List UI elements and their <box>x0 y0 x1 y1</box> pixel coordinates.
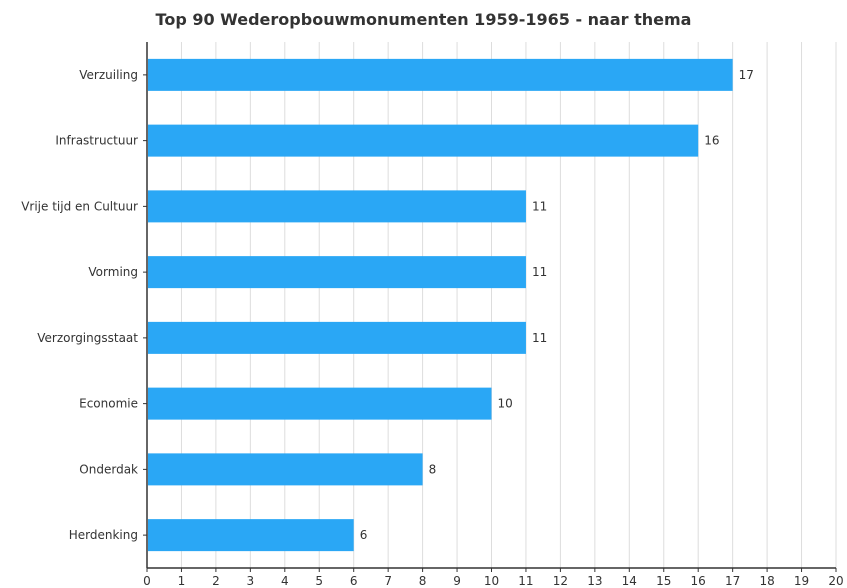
bar <box>148 58 733 91</box>
data-label: 10 <box>498 397 513 411</box>
data-label: 11 <box>532 331 547 345</box>
data-label: 6 <box>360 528 368 542</box>
y-tick-label: Verzorgingsstaat <box>37 331 138 345</box>
data-label: 11 <box>532 199 547 213</box>
x-tick-label: 18 <box>759 574 774 588</box>
bar <box>148 190 526 223</box>
x-tick-label: 9 <box>453 574 461 588</box>
y-tick-label: Vrije tijd en Cultuur <box>21 199 138 213</box>
x-tick-label: 6 <box>350 574 358 588</box>
x-tick-label: 3 <box>247 574 255 588</box>
x-tick-label: 20 <box>828 574 843 588</box>
x-tick-label: 5 <box>315 574 323 588</box>
x-tick-label: 11 <box>518 574 533 588</box>
x-tick-label: 10 <box>484 574 499 588</box>
bar <box>148 124 699 157</box>
bar <box>148 321 526 354</box>
x-tick-label: 12 <box>553 574 568 588</box>
y-tick-label: Onderdak <box>79 462 138 476</box>
y-tick-label: Verzuiling <box>79 68 138 82</box>
x-tick-label: 2 <box>212 574 220 588</box>
x-tick-label: 1 <box>178 574 186 588</box>
x-tick-label: 0 <box>143 574 151 588</box>
x-tick-label: 15 <box>656 574 671 588</box>
data-label: 11 <box>532 265 547 279</box>
x-tick-label: 13 <box>587 574 602 588</box>
x-tick-label: 8 <box>419 574 427 588</box>
data-label: 16 <box>704 134 719 148</box>
y-tick-label: Economie <box>79 397 138 411</box>
chart-title: Top 90 Wederopbouwmonumenten 1959-1965 -… <box>155 10 692 29</box>
bar <box>148 256 526 289</box>
bar <box>148 519 354 552</box>
x-tick-label: 4 <box>281 574 289 588</box>
x-tick-label: 14 <box>622 574 637 588</box>
y-tick-label: Infrastructuur <box>55 134 138 148</box>
x-tick-label: 17 <box>725 574 740 588</box>
bar <box>148 387 492 420</box>
bar <box>148 453 423 486</box>
x-tick-label: 16 <box>691 574 706 588</box>
data-label: 8 <box>429 462 437 476</box>
x-tick-label: 19 <box>794 574 809 588</box>
y-tick-label: Vorming <box>88 265 138 279</box>
y-tick-label: Herdenking <box>69 528 138 542</box>
data-label: 17 <box>739 68 754 82</box>
x-tick-label: 7 <box>384 574 392 588</box>
